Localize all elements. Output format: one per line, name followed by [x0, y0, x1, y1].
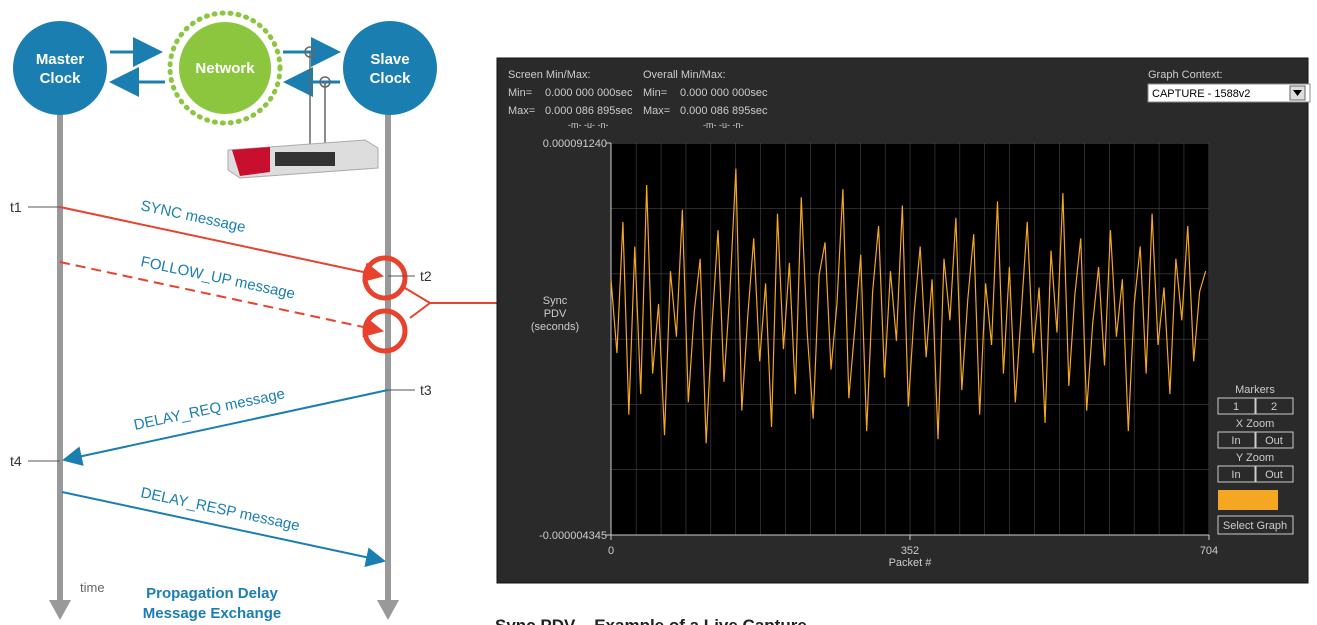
figure: Master Clock Slave Clock Network t1 SYNC…: [0, 0, 1317, 625]
node-label: Master: [36, 51, 85, 68]
button-label: In: [1231, 435, 1240, 447]
dropdown-value: CAPTURE - 1588v2: [1152, 88, 1250, 100]
button-label: Out: [1265, 435, 1283, 447]
control-label: Markers: [1235, 384, 1275, 396]
panel-text: -m- -u- -n-: [703, 120, 744, 130]
y-axis-label: (seconds): [531, 321, 579, 333]
node-label: Clock: [370, 70, 412, 87]
page: Master Clock Slave Clock Network t1 SYNC…: [0, 0, 1317, 625]
panel-text: 0.000 000 000sec: [545, 87, 633, 99]
y-tick-label: 0.000091240: [543, 138, 607, 150]
panel-text: 0.000 086 895sec: [680, 105, 768, 117]
message-label: DELAY_REQ message: [132, 385, 286, 434]
color-swatch: [1218, 490, 1278, 510]
panel-text: Screen Min/Max:: [508, 69, 591, 81]
y-axis-label: PDV: [544, 308, 567, 320]
y-axis-label: Sync: [543, 295, 568, 307]
node-label: Clock: [40, 70, 82, 87]
message-label: SYNC message: [139, 197, 247, 236]
message-label: DELAY_RESP message: [139, 484, 301, 534]
device: [228, 140, 378, 178]
plot-grid: [611, 143, 1209, 535]
t-label: t1: [10, 199, 22, 215]
node-label: Slave: [370, 51, 409, 68]
arrowhead: [377, 600, 399, 620]
node-label: Network: [195, 60, 255, 77]
caption: Sync PDV – Example of a Live Capture: [495, 616, 807, 625]
button-label: 2: [1271, 401, 1277, 413]
callout: [405, 288, 505, 318]
x-tick-label: 704: [1200, 545, 1218, 557]
tap: [310, 52, 325, 150]
y-tick-label: -0.000004345: [539, 530, 607, 542]
panel-text: -m- -u- -n-: [568, 120, 609, 130]
arrowhead: [49, 600, 71, 620]
slave-node: [343, 21, 437, 115]
master-node: [13, 21, 107, 115]
time-label: time: [80, 580, 105, 595]
control-label: X Zoom: [1236, 418, 1275, 430]
panel-text: Min=: [508, 87, 532, 99]
t-label: t2: [420, 268, 432, 284]
control-label: Y Zoom: [1236, 452, 1274, 464]
x-tick-label: 0: [608, 545, 614, 557]
caption: Message Exchange: [143, 605, 281, 622]
t-label: t4: [10, 453, 22, 469]
panel-text: 0.000 000 000sec: [680, 87, 768, 99]
x-axis-label: Packet #: [889, 557, 933, 569]
panel-text: Min=: [643, 87, 667, 99]
button-label: Out: [1265, 469, 1283, 481]
panel-text: Graph Context:: [1148, 69, 1223, 81]
button-label: Select Graph: [1223, 520, 1287, 532]
button-label: 1: [1233, 401, 1239, 413]
caption: Propagation Delay: [146, 585, 278, 602]
panel-text: Max=: [508, 105, 535, 117]
panel-text: Overall Min/Max:: [643, 69, 726, 81]
x-tick-label: 352: [901, 545, 919, 557]
panel-text: 0.000 086 895sec: [545, 105, 633, 117]
button-label: In: [1231, 469, 1240, 481]
t-label: t3: [420, 382, 432, 398]
panel-text: Max=: [643, 105, 670, 117]
